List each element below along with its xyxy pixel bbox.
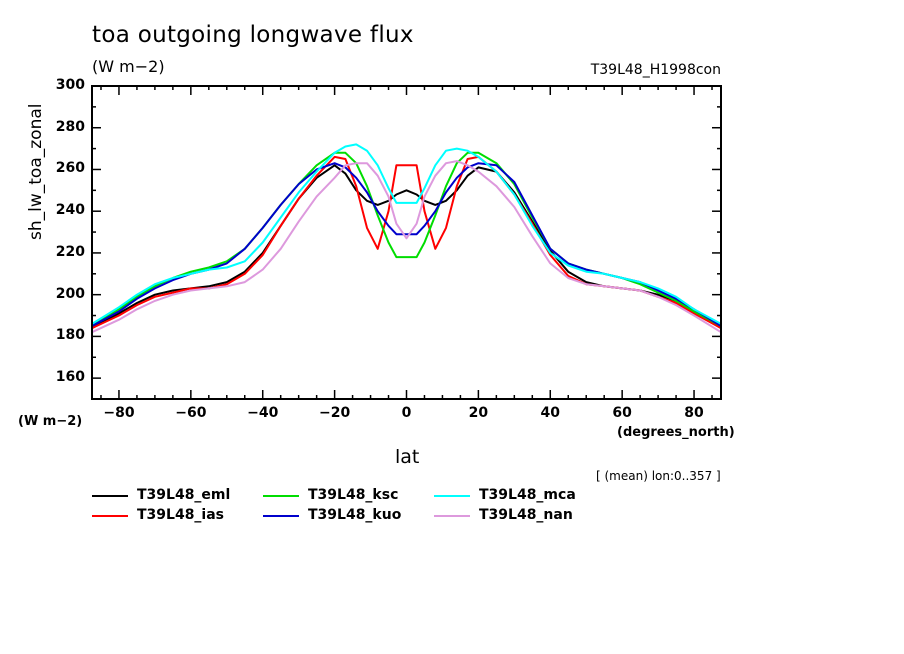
series-line-T39L48_eml — [91, 164, 722, 329]
x-tick-label: −20 — [319, 405, 351, 421]
legend-label: T39L48_ias — [137, 507, 225, 523]
x-tick-label: 60 — [612, 405, 632, 421]
series-line-T39L48_ias — [91, 155, 722, 330]
mean-annotation: [ (mean) lon:0..357 ] — [596, 469, 721, 483]
x-tick-label: −80 — [103, 405, 135, 421]
x-axis-units: (degrees_north) — [617, 425, 735, 440]
legend-swatch — [263, 495, 299, 497]
y-tick-label: 280 — [55, 118, 85, 135]
x-tick-label: 80 — [684, 405, 704, 421]
y-tick-label: 240 — [55, 202, 85, 219]
plot-frame — [91, 85, 722, 400]
chart-title: toa outgoing longwave flux — [92, 22, 414, 48]
legend-label: T39L48_ksc — [308, 487, 399, 503]
legend-swatch — [434, 515, 470, 517]
series-line-T39L48_kuo — [91, 162, 722, 327]
y-tick-label: 200 — [55, 285, 85, 302]
x-tick-label: 40 — [540, 405, 560, 421]
y-tick-label: 180 — [55, 327, 85, 344]
x-tick-label: 20 — [468, 405, 489, 421]
y-tick-label: 160 — [55, 369, 85, 386]
title-units: (W m−2) — [92, 57, 165, 76]
x-tick-label: −60 — [175, 405, 207, 421]
legend-swatch — [92, 515, 128, 517]
run-label: T39L48_H1998con — [590, 62, 721, 78]
legend-swatch — [434, 495, 470, 497]
y-tick-label: 260 — [55, 160, 85, 177]
series-line-T39L48_nan — [91, 160, 722, 334]
y-tick-label: 300 — [55, 77, 85, 93]
series-line-T39L48_mca — [91, 143, 722, 325]
y-axis-units: (W m−2) — [18, 414, 83, 429]
legend-label: T39L48_kuo — [308, 507, 402, 523]
legend-label: T39L48_eml — [137, 487, 231, 503]
series-line-T39L48_ksc — [91, 151, 722, 327]
legend-label: T39L48_mca — [479, 487, 576, 503]
x-axis-label: lat — [395, 446, 420, 468]
x-tick-label: −40 — [247, 405, 279, 421]
y-tick-label: 220 — [55, 243, 85, 260]
legend-label: T39L48_nan — [479, 507, 573, 523]
series-layer — [91, 143, 722, 334]
x-tick-label: 0 — [401, 405, 412, 421]
tick-layer — [92, 85, 721, 400]
legend-swatch — [263, 515, 299, 517]
legend-swatch — [92, 495, 128, 497]
